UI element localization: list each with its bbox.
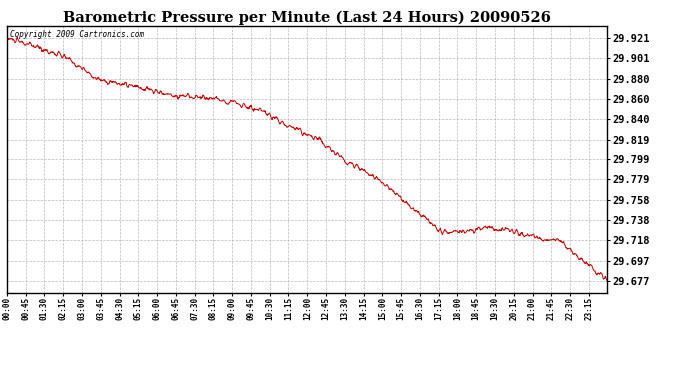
Title: Barometric Pressure per Minute (Last 24 Hours) 20090526: Barometric Pressure per Minute (Last 24 …	[63, 11, 551, 25]
Text: Copyright 2009 Cartronics.com: Copyright 2009 Cartronics.com	[10, 30, 144, 39]
